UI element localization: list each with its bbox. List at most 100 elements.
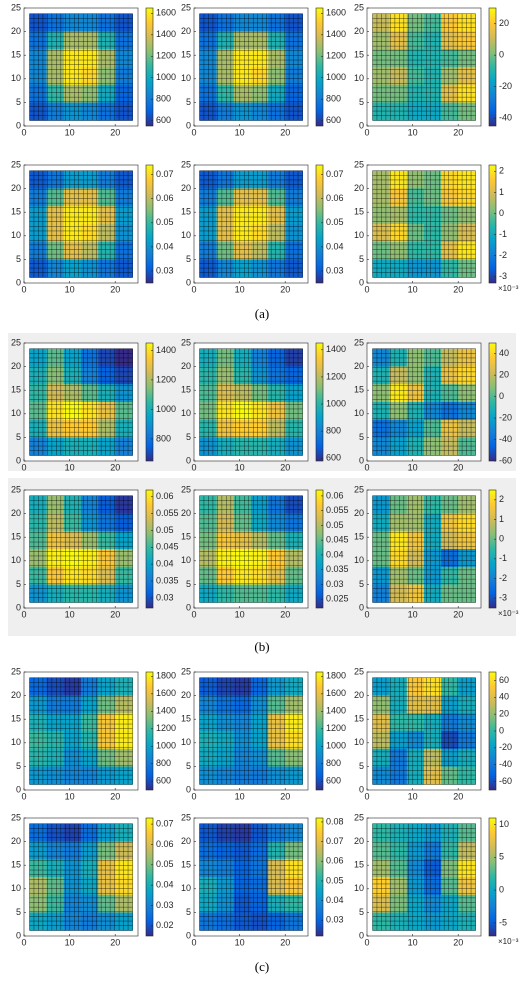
heatmap-cell xyxy=(389,566,408,585)
heatmap-cell xyxy=(115,384,133,403)
heatmap-cell xyxy=(441,531,459,550)
colorbar-tick-label: 800 xyxy=(156,758,171,768)
heatmap-cell xyxy=(233,241,252,260)
heatmap-cell xyxy=(233,437,252,456)
y-tick-label: 5 xyxy=(359,761,364,771)
heatmap-cell xyxy=(216,402,235,421)
heatmap-cell xyxy=(441,766,459,785)
colorbar-tick-label: -1 xyxy=(499,553,507,563)
heatmap-cell xyxy=(441,713,459,732)
colorbar-exponent: ×10⁻³ xyxy=(498,609,519,618)
x-tick-label: 0 xyxy=(191,284,196,294)
heatmap-cell xyxy=(115,584,133,603)
heatmap-cell xyxy=(81,402,99,421)
mesh-lines xyxy=(372,13,476,121)
heatmap-cell xyxy=(81,31,99,50)
colorbar-tick-label: 1400 xyxy=(326,29,346,39)
colorbar-tick-label: 1000 xyxy=(326,398,346,408)
heatmap-cell xyxy=(441,206,459,225)
heatmap-cell xyxy=(406,748,425,767)
heatmap-cell xyxy=(406,859,425,878)
y-tick-label: 20 xyxy=(354,26,364,36)
heatmap-cell xyxy=(251,859,269,878)
heatmap-cell xyxy=(458,584,476,603)
colorbar-tick-label: 0.04 xyxy=(326,549,344,559)
colorbar xyxy=(145,7,154,127)
colorbar-tick-label: 0.035 xyxy=(326,564,349,574)
heatmap-cell xyxy=(216,419,235,438)
heatmap-cell xyxy=(81,188,99,207)
y-tick-label: 25 xyxy=(11,484,21,494)
heatmap-cell xyxy=(98,102,116,121)
colorbar-tick-label: 0.05 xyxy=(326,217,344,227)
heatmap-cell xyxy=(389,731,408,750)
heatmap-cell xyxy=(216,531,235,550)
heatmap-cell xyxy=(251,549,269,568)
heatmap-cell xyxy=(98,206,116,225)
heatmap-cell xyxy=(63,102,82,121)
y-tick-label: 25 xyxy=(181,159,191,169)
x-tick-label: 20 xyxy=(110,462,120,472)
heatmap-cell xyxy=(233,841,252,860)
colorbar-tick-label: 0.02 xyxy=(156,920,174,930)
heatmap-cell xyxy=(285,102,303,121)
heatmap-cell xyxy=(216,877,235,896)
colorbar xyxy=(145,817,154,937)
heatmap-cell xyxy=(63,549,82,568)
colorbar-tick-label: 0 xyxy=(499,884,504,894)
y-tick-label: 0 xyxy=(186,602,191,612)
y-tick-label: 15 xyxy=(11,385,21,395)
heatmap-cell xyxy=(81,748,99,767)
heatmap-cell xyxy=(63,713,82,732)
y-tick-label: 5 xyxy=(359,579,364,589)
heatmap-cell xyxy=(216,241,235,260)
colorbar-tick-label: 0.06 xyxy=(156,193,174,203)
heatmap-cell xyxy=(115,419,133,438)
heatmap-cell xyxy=(406,49,425,68)
colorbar-tick-label: -60 xyxy=(499,455,512,465)
heatmap-cell xyxy=(46,695,65,714)
heatmap-cell xyxy=(458,31,476,50)
y-tick-label: 10 xyxy=(354,737,364,747)
heatmap-cell xyxy=(233,259,252,278)
x-tick-label: 0 xyxy=(21,284,26,294)
colorbar-tick-label: 0.04 xyxy=(326,241,344,251)
heatmap-cell xyxy=(458,766,476,785)
heatmap-panel: 0 10 20 0 5 10 15 20 25 0.03 0.04 0.05 0.06 0.07 0.08 xyxy=(181,812,344,947)
heatmap-cell xyxy=(389,894,408,913)
x-tick-label: 10 xyxy=(65,791,75,801)
colorbar xyxy=(315,342,324,462)
heatmap-cell xyxy=(458,748,476,767)
heatmap-cell xyxy=(216,366,235,385)
heatmap-cell xyxy=(251,877,269,896)
colorbar xyxy=(488,342,497,462)
heatmap-cell xyxy=(216,566,235,585)
heatmap-panel: 0 10 20 0 5 10 15 20 25 -60 -40 -20 0 20 40 60 xyxy=(354,666,512,801)
heatmap-panel: 0 10 20 0 5 10 15 20 25 600 800 1000 1200 1400 1600 180… xyxy=(181,666,346,801)
caption: (b) xyxy=(254,639,269,654)
heatmap-cell xyxy=(115,188,133,207)
colorbar-tick-label: 2 xyxy=(499,494,504,504)
heatmap-cell xyxy=(115,912,133,931)
y-tick-label: 15 xyxy=(11,714,21,724)
y-tick-label: 25 xyxy=(354,484,364,494)
heatmap-cell xyxy=(268,713,286,732)
colorbar-tick-label: 0.04 xyxy=(156,559,174,569)
heatmap-cell xyxy=(81,841,99,860)
heatmap-cell xyxy=(268,402,286,421)
heatmap-cell xyxy=(233,67,252,86)
heatmap-cell xyxy=(115,241,133,260)
heatmap-cell xyxy=(285,366,303,385)
heatmap-cell xyxy=(389,549,408,568)
heatmap-cell xyxy=(458,859,476,878)
heatmap-cell xyxy=(115,31,133,50)
heatmap-cell xyxy=(424,513,442,532)
y-tick-label: 15 xyxy=(354,207,364,217)
y-tick-label: 10 xyxy=(11,73,21,83)
y-tick-label: 10 xyxy=(181,230,191,240)
colorbar-tick-label: -40 xyxy=(499,759,512,769)
axes-box xyxy=(366,489,482,609)
axes-box xyxy=(23,164,139,284)
heatmap-cell xyxy=(233,102,252,121)
